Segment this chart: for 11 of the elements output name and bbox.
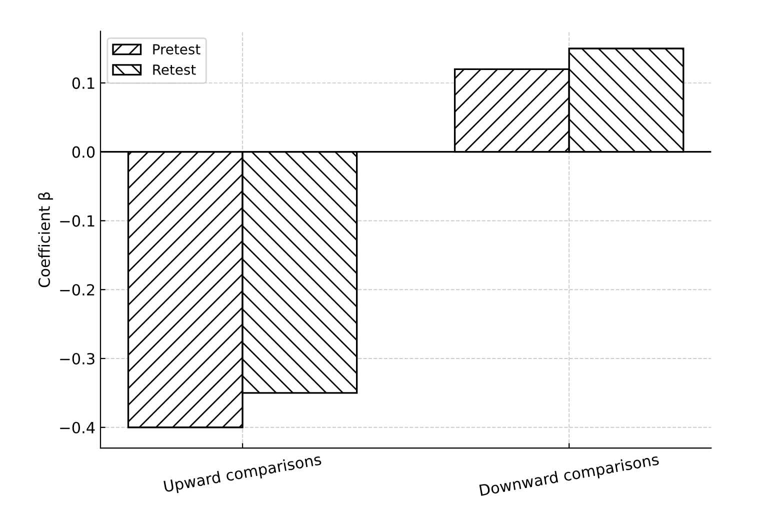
y-tick-label: −0.3	[60, 352, 94, 365]
y-axis-title: Coefficient β	[38, 192, 53, 288]
legend-label: Retest	[153, 64, 196, 75]
y-tick-label: −0.4	[60, 422, 95, 434]
x-tick-label: Downward comparisons	[479, 453, 660, 499]
y-tick-label: −0.2	[60, 284, 94, 296]
legend-label: Pretest	[153, 44, 200, 55]
y-tick-label: −0.1	[60, 215, 94, 227]
x-tick-label: Upward comparisons	[164, 453, 322, 496]
y-tick-label: 0.0	[72, 146, 95, 158]
y-tick-label: 0.1	[72, 77, 94, 89]
